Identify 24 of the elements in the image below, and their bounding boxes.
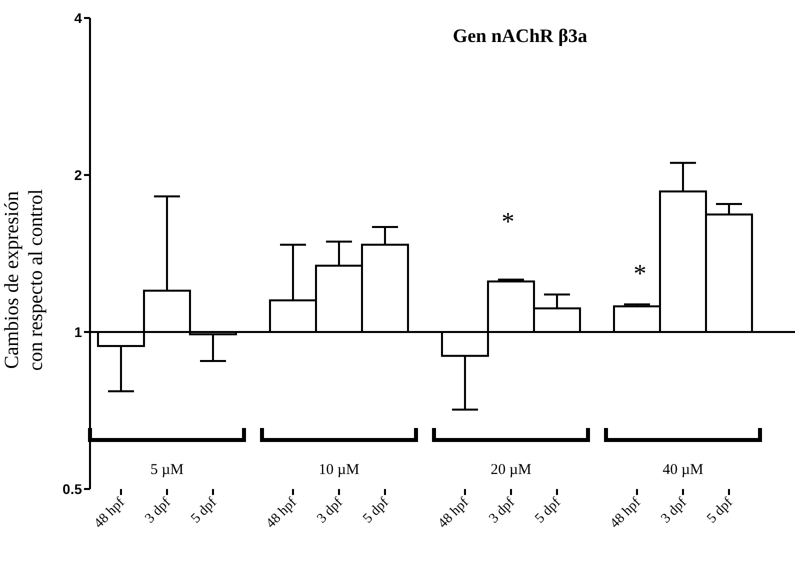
- y-axis-title: Cambios de expresión con respecto al control: [1, 188, 47, 371]
- x-tick-label: 5 dpf: [532, 494, 564, 526]
- x-tick-label: 3 dpf: [486, 494, 518, 526]
- y-tick-label: 0.5: [62, 480, 82, 497]
- x-tick-label: 3 dpf: [314, 494, 346, 526]
- x-tick-label: 48 hpf: [264, 494, 300, 532]
- y-tick-label: 4: [74, 10, 82, 26]
- x-tick-label: 5 dpf: [188, 494, 220, 526]
- annotation: 10 µM: [318, 462, 360, 478]
- x-tick-label: 48 hpf: [92, 494, 128, 532]
- x-tick-label: 3 dpf: [658, 494, 690, 526]
- x-tick-label: 48 hpf: [608, 494, 644, 532]
- annotation: 5 µM: [150, 462, 184, 478]
- y-tick-label: 1: [74, 324, 82, 340]
- x-tick-label: 3 dpf: [142, 494, 174, 526]
- x-tick-label: 5 dpf: [360, 494, 392, 526]
- x-tick-label: 48 hpf: [436, 494, 472, 532]
- annotation: 40 µM: [662, 462, 704, 478]
- y-tick-label: 2: [74, 166, 82, 183]
- annotation: 20 µM: [490, 462, 532, 478]
- annotation: *: [634, 259, 646, 288]
- annotation: *: [502, 207, 514, 236]
- chart-title: Gen nAChR β3a: [452, 26, 588, 47]
- x-tick-label: 5 dpf: [704, 494, 736, 526]
